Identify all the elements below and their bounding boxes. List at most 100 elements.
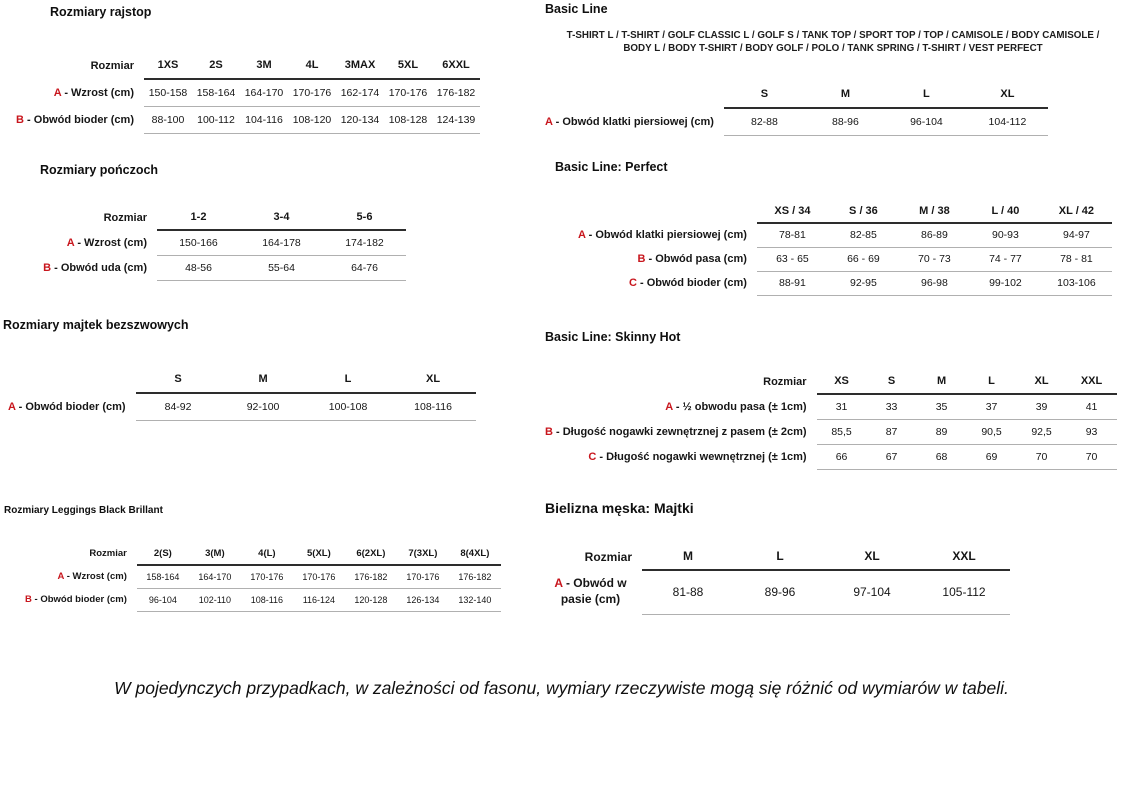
table-row: A - Obwód klatki piersiowej (cm) 78-81 82-… — [578, 223, 1112, 248]
header-row: Rozmiar 1XS 2S 3M 4L 3MAX 5XL 6XXL — [12, 52, 480, 80]
column-header: XXL — [918, 543, 1010, 571]
column-header: XL — [966, 81, 1048, 110]
cell-value: 85,5 — [816, 419, 867, 445]
cell-value: 39 — [1016, 394, 1067, 420]
cell-value: 87 — [866, 419, 917, 445]
dimension-letter: C — [628, 277, 637, 289]
table-title: Basic Line — [545, 2, 608, 16]
cell-value: 86-89 — [898, 223, 970, 248]
cell-value: 88-100 — [144, 106, 192, 134]
corner-label: Rozmiar — [90, 59, 134, 72]
cell-value: 100-112 — [192, 106, 240, 134]
cell-value: 66 — [816, 444, 867, 470]
column-header: XL — [1016, 369, 1067, 395]
column-header: 3-4 — [240, 205, 323, 231]
column-header: 5(XL) — [292, 542, 345, 566]
column-header: 6XXL — [432, 52, 480, 80]
table-row: A - ½ obwodu pasa (± 1cm) 31 33 35 37 39 41 — [545, 394, 1117, 420]
cell-value: 170-176 — [292, 565, 345, 589]
table-row: A - Wzrost (cm) 150-158 158-164 164-170 170-… — [12, 79, 480, 107]
cell-value: 105-112 — [918, 570, 1010, 615]
column-header: 8(4XL) — [448, 542, 501, 566]
cell-value: 108-128 — [384, 106, 432, 134]
column-header: 7(3XL) — [396, 542, 449, 566]
table-row: A - Wzrost (cm) 158-164 164-170 170-176 170-… — [25, 565, 501, 589]
cell-value: 88-96 — [804, 108, 886, 136]
table-title: Rozmiary rajstop — [50, 5, 152, 19]
cell-value: 158-164 — [136, 565, 189, 589]
dimension-letter: A — [554, 576, 563, 591]
size-table-majtki-meskie: Bielizna męska: Majtki Rozmiar M L XL XXL A - … — [545, 500, 1010, 615]
column-header: M — [642, 543, 734, 571]
corner-label: Rozmiar — [89, 548, 127, 559]
column-header: M / 38 — [898, 199, 970, 224]
dimension-letter: B — [16, 113, 24, 126]
cell-value: 124-139 — [432, 106, 480, 134]
footnote: W pojedynczych przypadkach, w zależności… — [114, 678, 1009, 698]
table-row: A - Obwód w pasie (cm) 81-88 89-96 97-104 10… — [545, 570, 1010, 615]
row-label: A - ½ obwodu pasa (± 1cm) — [665, 400, 807, 413]
column-header: XS — [816, 369, 867, 395]
cell-value: 176-182 — [448, 565, 501, 589]
cell-value: 102-110 — [188, 588, 241, 612]
dimension-letter: A — [665, 400, 673, 413]
table-row: B - Obwód uda (cm) 48-56 55-64 64-76 — [35, 255, 406, 281]
dimension-letter: A — [66, 236, 75, 249]
column-header: 2(S) — [136, 542, 189, 566]
row-label: A - Wzrost (cm) — [66, 236, 147, 249]
table-row: B - Obwód bioder (cm) 88-100 100-112 104-11… — [12, 106, 480, 134]
row-label: A - Wzrost (cm) — [53, 86, 134, 99]
cell-value: 170-176 — [240, 565, 293, 589]
table-title: Rozmiary Leggings Black Brillant — [4, 505, 163, 516]
cell-value: 92-95 — [827, 271, 899, 296]
cell-value: 63 - 65 — [756, 247, 828, 272]
cell-value: 170-176 — [384, 79, 432, 107]
dimension-letter: A — [8, 400, 16, 413]
dimension-letter: A — [545, 115, 553, 128]
cell-value: 162-174 — [336, 79, 384, 107]
column-header: XL — [390, 366, 476, 394]
cell-value: 33 — [866, 394, 917, 420]
cell-value: 108-116 — [390, 393, 476, 421]
row-label: B - Obwód bioder (cm) — [25, 594, 127, 605]
cell-value: 96-98 — [898, 271, 970, 296]
table-grid: Rozmiar 1XS 2S 3M 4L 3MAX 5XL 6XXL A - Wzrost (c… — [12, 52, 480, 134]
cell-value: 82-88 — [723, 108, 805, 136]
cell-value: 164-178 — [240, 230, 323, 256]
cell-value: 68 — [916, 444, 967, 470]
column-header: L — [966, 369, 1017, 395]
table-row: B - Długość nogawki zewnętrznej z pasem … — [545, 419, 1117, 445]
cell-value: 81-88 — [642, 570, 734, 615]
cell-value: 99-102 — [969, 271, 1041, 296]
cell-value: 89-96 — [734, 570, 826, 615]
column-header: XXL — [1066, 369, 1117, 395]
cell-value: 150-158 — [144, 79, 192, 107]
column-header: 3MAX — [336, 52, 384, 80]
row-label: B - Obwód pasa (cm) — [637, 253, 747, 265]
cell-value: 92,5 — [1016, 419, 1067, 445]
cell-value: 94-97 — [1040, 223, 1112, 248]
column-header: L — [305, 366, 391, 394]
cell-value: 89 — [916, 419, 967, 445]
table-grid: Rozmiar 2(S) 3(M) 4(L) 5(XL) 6(2XL) 7(3XL) 8(4X… — [25, 542, 501, 612]
table-grid: XS / 34 S / 36 M / 38 L / 40 XL / 42 A - Obwó… — [578, 199, 1112, 296]
table-title: Bielizna męska: Majtki — [545, 500, 694, 516]
cell-value: 69 — [966, 444, 1017, 470]
cell-value: 88-91 — [756, 271, 828, 296]
cell-value: 90,5 — [966, 419, 1017, 445]
cell-value: 108-116 — [240, 588, 293, 612]
dimension-letter: B — [43, 261, 52, 274]
table-subtitle: T-SHIRT L / T-SHIRT / GOLF CLASSIC L / G… — [566, 30, 1100, 54]
column-header: 3M — [240, 52, 288, 80]
header-row: XS / 34 S / 36 M / 38 L / 40 XL / 42 — [578, 199, 1112, 224]
cell-value: 35 — [916, 394, 967, 420]
cell-value: 48-56 — [157, 255, 240, 281]
row-label: C - Długość nogawki wewnętrznej (± 1cm) — [588, 450, 807, 463]
header-row: Rozmiar XS S M L XL XXL — [545, 369, 1117, 395]
header-row: S M L XL — [545, 81, 1048, 110]
row-label: B - Długość nogawki zewnętrznej z pasem … — [545, 425, 807, 438]
table-title: Rozmiary pończoch — [40, 163, 159, 177]
cell-value: 41 — [1066, 394, 1117, 420]
size-table-skinny-hot: Basic Line: Skinny Hot Rozmiar XS S M L XL XXL A… — [545, 330, 1117, 470]
cell-value: 64-76 — [323, 255, 406, 281]
